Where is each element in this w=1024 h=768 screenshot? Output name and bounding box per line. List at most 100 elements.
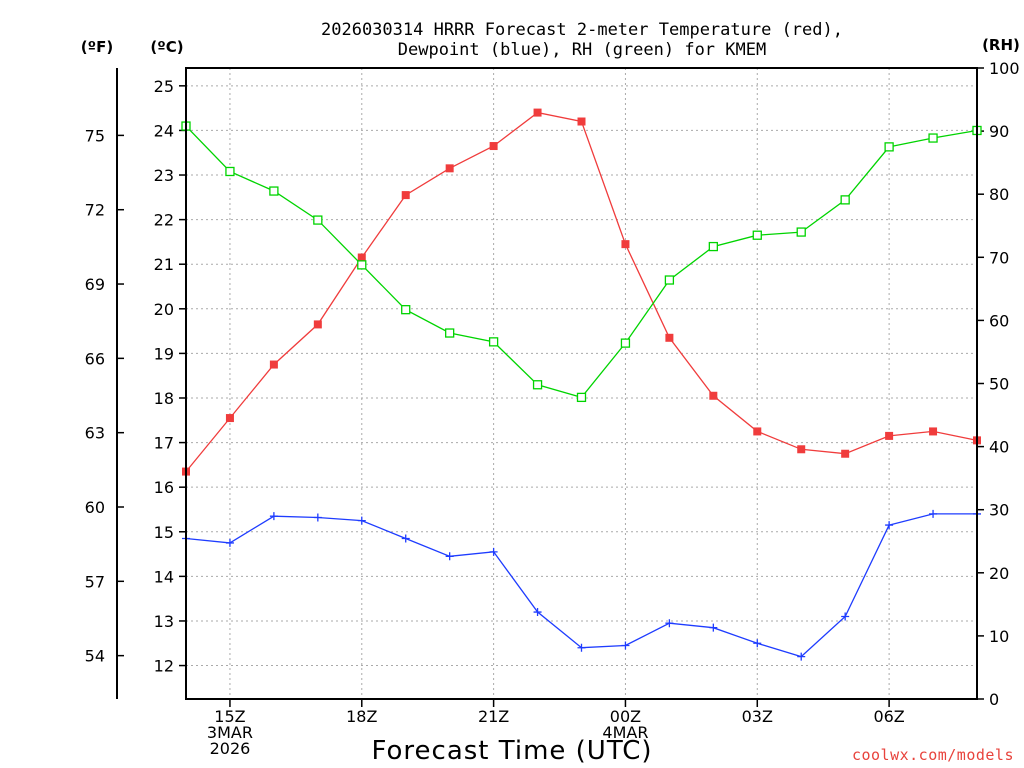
series-layer xyxy=(181,108,982,661)
dewpoint-point xyxy=(665,619,674,628)
celsius-tick-label: 12 xyxy=(154,657,174,676)
rh-tick-label: 0 xyxy=(989,690,999,709)
rh-point xyxy=(708,241,718,252)
rh-point xyxy=(840,195,850,205)
rh-line xyxy=(185,125,978,399)
x-tick-label: 06Z xyxy=(873,707,904,726)
2-meter-temperature-point xyxy=(401,191,410,200)
rh-point xyxy=(225,166,235,177)
dewpoint-point xyxy=(225,538,234,547)
rh-unit-label: (RH) xyxy=(982,36,1020,54)
fahrenheit-tick-label: 69 xyxy=(85,275,105,294)
rh-point xyxy=(928,133,938,143)
celsius-tick-label: 21 xyxy=(154,255,174,274)
rh-point xyxy=(313,215,323,225)
x-tick-label: 00Z xyxy=(610,707,641,726)
fahrenheit-tick-label: 75 xyxy=(85,126,105,145)
rh-tick-label: 90 xyxy=(989,122,1009,141)
x-axis-title: Forecast Time (UTC) xyxy=(371,736,652,766)
2-meter-temperature-line xyxy=(185,111,978,473)
rh-tick-label: 100 xyxy=(989,59,1020,78)
credit-text: coolwx.com/models xyxy=(852,746,1014,764)
chart-title-line-1: 2026030314 HRRR Forecast 2-meter Tempera… xyxy=(321,20,843,40)
celsius-tick-label: 25 xyxy=(154,77,174,96)
rh-tick-label: 80 xyxy=(989,185,1009,204)
dewpoint-point xyxy=(709,623,718,632)
2-meter-temperature-point xyxy=(225,414,234,423)
2-meter-temperature-point xyxy=(577,117,586,126)
celsius-tick-label: 15 xyxy=(154,523,174,542)
rh-tick-label: 70 xyxy=(989,248,1009,267)
fahrenheit-tick-label: 57 xyxy=(85,572,105,591)
2-meter-temperature-point xyxy=(533,108,542,117)
rh-point xyxy=(752,230,762,240)
fahrenheit-tick-label: 63 xyxy=(85,424,105,443)
celsius-tick-label: 13 xyxy=(154,612,174,631)
plot-frame xyxy=(185,67,978,700)
rh-tick-label: 60 xyxy=(989,311,1009,330)
chart-title-line-2: Dewpoint (blue), RH (green) for KMEM xyxy=(398,40,766,60)
celsius-tick-label: 24 xyxy=(154,121,174,140)
celsius-tick-label: 19 xyxy=(154,344,174,363)
2-meter-temperature-point xyxy=(841,449,850,458)
fahrenheit-tick-label: 72 xyxy=(85,201,105,220)
2-meter-temperature-point xyxy=(489,142,498,151)
2-meter-temperature-point xyxy=(445,164,454,173)
dewpoint-point xyxy=(841,612,850,621)
celsius-tick-label: 16 xyxy=(154,478,174,497)
rh-point xyxy=(488,337,499,347)
2-meter-temperature-point xyxy=(753,427,762,436)
grid xyxy=(186,68,977,699)
rh-tick-label: 40 xyxy=(989,438,1009,457)
x-tick-label: 2026 xyxy=(210,739,251,758)
fahrenheit-tick-label: 60 xyxy=(85,498,105,517)
rh-point xyxy=(796,227,806,237)
rh-point xyxy=(269,186,279,196)
dewpoint-point xyxy=(929,509,938,518)
celsius-tick-label: 18 xyxy=(154,389,174,408)
2-meter-temperature-point xyxy=(929,427,938,436)
dewpoint-point xyxy=(489,547,498,556)
dewpoint-point xyxy=(753,639,762,648)
x-tick-label: 03Z xyxy=(742,707,773,726)
x-tick-label: 4MAR xyxy=(602,723,648,742)
celsius-tick-label: 20 xyxy=(154,300,174,319)
fahrenheit-tick-label: 66 xyxy=(85,349,105,368)
dewpoint-point xyxy=(577,643,586,652)
rh-point xyxy=(532,380,543,390)
2-meter-temperature-point xyxy=(269,360,278,369)
x-tick-label: 3MAR xyxy=(207,723,253,742)
dewpoint-point xyxy=(797,652,806,661)
dewpoint-point xyxy=(357,516,366,525)
celsius-tick-label: 14 xyxy=(154,567,174,586)
dewpoint-point xyxy=(313,513,322,522)
rh-point xyxy=(620,338,631,348)
x-tick-label: 21Z xyxy=(478,707,509,726)
fahrenheit-unit-label: (ºF) xyxy=(81,38,113,56)
celsius-tick-label: 23 xyxy=(154,166,174,185)
rh-point xyxy=(884,142,894,152)
dewpoint-point xyxy=(533,608,542,617)
dewpoint-line xyxy=(185,513,977,658)
rh-point xyxy=(401,305,411,315)
dewpoint-point xyxy=(269,512,278,521)
2-meter-temperature-point xyxy=(665,333,674,342)
dewpoint-point xyxy=(445,552,454,561)
dewpoint-point xyxy=(621,641,630,650)
rh-point xyxy=(357,260,367,270)
2-meter-temperature-point xyxy=(797,445,806,454)
rh-point xyxy=(445,328,455,338)
celsius-tick-label: 17 xyxy=(154,434,174,453)
2-meter-temperature-point xyxy=(313,320,322,329)
rh-tick-label: 10 xyxy=(989,627,1009,646)
rh-tick-label: 20 xyxy=(989,564,1009,583)
celsius-unit-label: (ºC) xyxy=(150,38,183,56)
2-meter-temperature-point xyxy=(357,253,366,262)
celsius-tick-label: 22 xyxy=(154,211,174,230)
2-meter-temperature-point xyxy=(709,391,718,400)
dewpoint-point xyxy=(401,534,410,543)
2-meter-temperature-point xyxy=(885,431,894,440)
fahrenheit-tick-label: 54 xyxy=(85,647,105,666)
